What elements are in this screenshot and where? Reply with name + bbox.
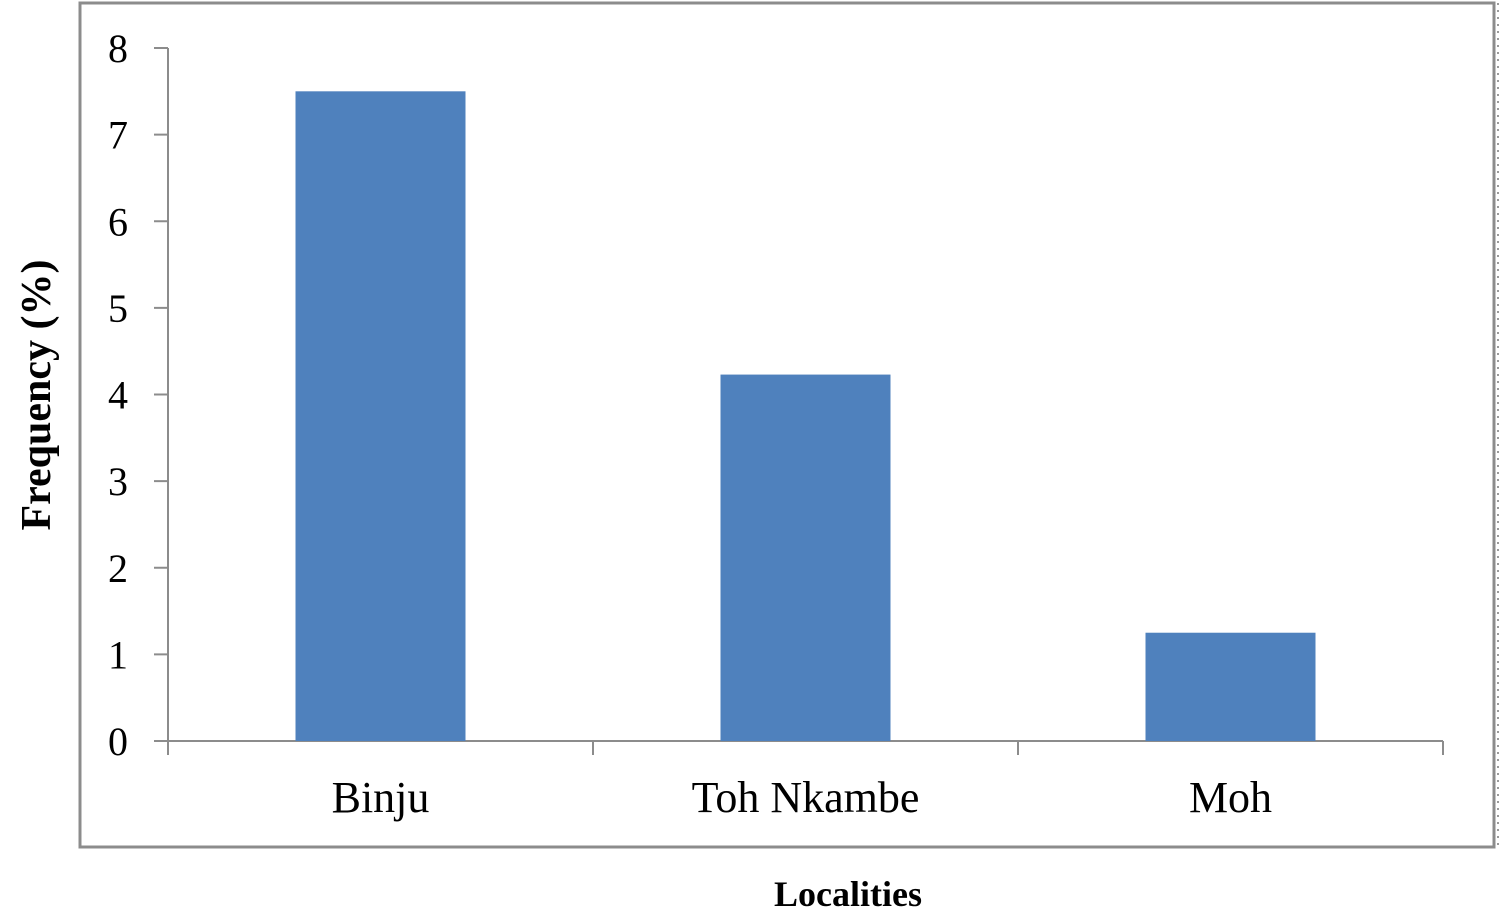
- y-tick-label: 8: [108, 26, 128, 71]
- x-category-label: Binju: [332, 773, 430, 822]
- bar-moh: [1145, 632, 1316, 741]
- y-tick-label: 6: [108, 199, 128, 244]
- y-axis-title: Frequency (%): [14, 259, 60, 530]
- x-axis-title: Localities: [774, 874, 922, 914]
- y-tick-label: 1: [108, 632, 128, 677]
- y-axis: 0 1 2 3 4 5 6 7 8: [108, 26, 169, 764]
- y-tick-label: 2: [108, 546, 128, 591]
- y-tick-label: 3: [108, 459, 128, 504]
- bar-toh-nkambe: [720, 374, 891, 741]
- y-tick-label: 7: [108, 113, 128, 158]
- y-tick-label: 4: [108, 373, 128, 418]
- category-labels: Binju Toh Nkambe Moh: [332, 773, 1272, 822]
- y-tick-label: 0: [108, 719, 128, 764]
- x-category-label: Moh: [1189, 773, 1272, 822]
- bar-binju: [295, 91, 466, 741]
- x-category-label: Toh Nkambe: [692, 773, 920, 822]
- y-tick-label: 5: [108, 286, 128, 331]
- bars: [295, 91, 1316, 741]
